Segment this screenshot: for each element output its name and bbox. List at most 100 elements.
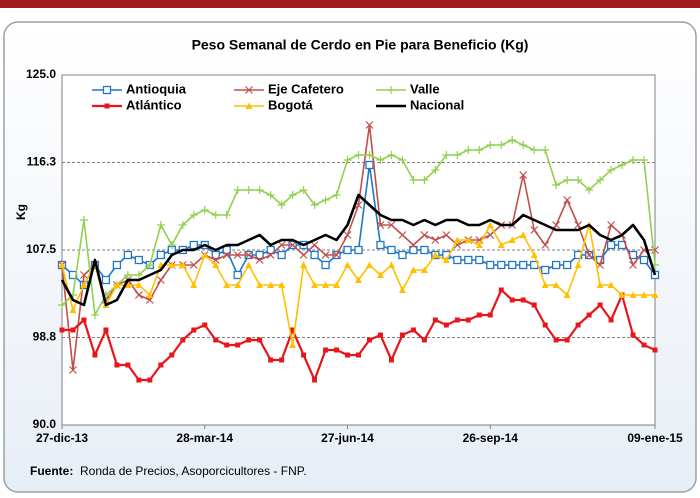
- data-point: [245, 261, 253, 268]
- data-point: [345, 352, 351, 358]
- data-point: [531, 302, 537, 308]
- legend-label: Nacional: [410, 97, 464, 112]
- data-point: [387, 245, 396, 255]
- data-point: [103, 327, 109, 333]
- data-point: [487, 312, 493, 318]
- data-point: [629, 261, 637, 269]
- data-point: [387, 221, 396, 229]
- source-label: Fuente:: [30, 464, 73, 478]
- data-point: [300, 261, 308, 268]
- data-point: [366, 337, 372, 343]
- data-point: [563, 291, 571, 298]
- y-tick-label: 90.0: [33, 417, 57, 431]
- data-point: [552, 281, 560, 288]
- data-point: [69, 366, 77, 374]
- data-point: [190, 281, 198, 288]
- data-point: [530, 251, 538, 258]
- data-point: [312, 377, 318, 383]
- y-tick-label: 107.5: [26, 242, 56, 256]
- legend-marker: [245, 86, 253, 94]
- x-tick-label: 09-ene-15: [627, 431, 683, 445]
- x-tick-label: 28-mar-14: [176, 431, 233, 445]
- data-point: [156, 276, 165, 284]
- data-point: [277, 201, 286, 209]
- data-point: [365, 160, 374, 170]
- data-point: [266, 191, 275, 199]
- data-point: [211, 250, 220, 260]
- data-point: [266, 245, 275, 255]
- data-point: [310, 201, 319, 209]
- data-point: [191, 327, 197, 333]
- legend-marker: [104, 103, 110, 109]
- data-point: [630, 332, 636, 338]
- data-point: [453, 236, 461, 243]
- data-point: [596, 261, 605, 269]
- data-point: [399, 332, 405, 338]
- data-point: [398, 156, 407, 164]
- data-point: [508, 136, 517, 144]
- legend-marker: [387, 86, 395, 94]
- data-point: [564, 337, 570, 343]
- data-point: [257, 337, 263, 343]
- data-point: [113, 281, 121, 288]
- data-point: [278, 281, 286, 288]
- data-point: [288, 191, 297, 199]
- data-point: [355, 276, 362, 283]
- data-point: [639, 255, 649, 265]
- data-point: [289, 341, 297, 348]
- data-point: [519, 231, 527, 238]
- legend-label: Antioquia: [126, 81, 187, 96]
- data-point: [310, 250, 319, 260]
- data-point: [167, 241, 176, 249]
- data-point: [563, 176, 572, 184]
- data-point: [244, 186, 253, 194]
- data-point: [606, 240, 616, 250]
- data-point: [421, 337, 427, 343]
- data-point: [585, 186, 594, 194]
- data-point: [80, 281, 88, 288]
- data-point: [156, 221, 165, 229]
- data-point: [431, 166, 440, 174]
- data-point: [486, 221, 494, 228]
- data-point: [114, 362, 120, 368]
- data-point: [575, 322, 581, 328]
- data-point: [268, 357, 274, 363]
- data-point: [365, 151, 374, 159]
- data-point: [180, 337, 186, 343]
- y-tick-label: 98.8: [33, 330, 57, 344]
- data-point: [223, 281, 231, 288]
- data-point: [410, 327, 416, 333]
- legend-label: Valle: [410, 81, 440, 96]
- data-point: [310, 241, 319, 249]
- data-point: [323, 347, 329, 353]
- data-point: [179, 261, 187, 268]
- data-point: [464, 255, 473, 265]
- data-point: [629, 156, 638, 164]
- data-point: [443, 322, 449, 328]
- x-tick-label: 26-sep-14: [463, 431, 519, 445]
- data-point: [420, 245, 429, 255]
- data-point: [476, 312, 482, 318]
- data-point: [541, 146, 550, 154]
- data-point: [365, 261, 373, 268]
- data-point: [497, 260, 506, 270]
- data-point: [597, 302, 603, 308]
- top-band: [0, 0, 700, 8]
- data-point: [189, 211, 198, 219]
- data-point: [321, 251, 330, 259]
- data-point: [81, 317, 87, 323]
- data-point: [486, 231, 495, 239]
- data-point: [123, 271, 132, 279]
- data-point: [553, 337, 559, 343]
- data-point: [343, 231, 352, 239]
- data-point: [519, 171, 528, 179]
- data-point: [134, 271, 143, 279]
- data-point: [376, 221, 385, 229]
- data-point: [156, 250, 165, 260]
- data-point: [641, 342, 647, 348]
- data-point: [101, 275, 111, 285]
- data-point: [134, 255, 144, 265]
- data-point: [574, 176, 583, 184]
- data-point: [147, 377, 153, 383]
